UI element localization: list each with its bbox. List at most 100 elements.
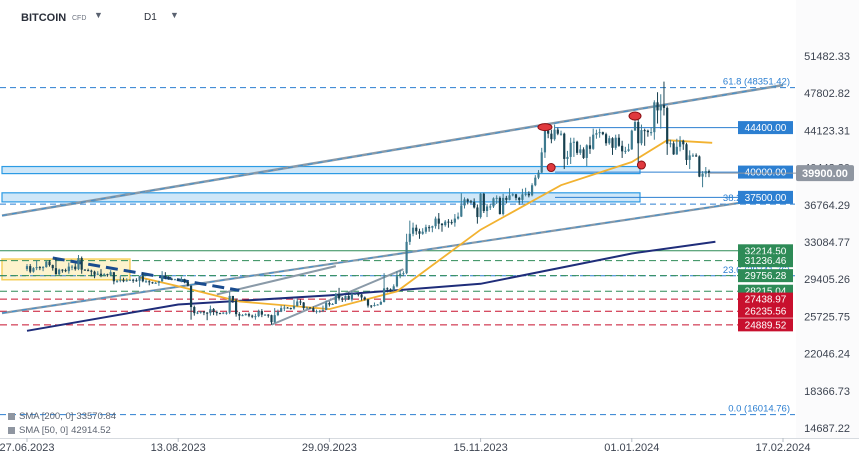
candle-body (331, 304, 334, 306)
time-tick-label: 01.01.2024 (604, 442, 659, 454)
candle-body (537, 172, 540, 178)
candle-body (96, 273, 99, 275)
candle-body (553, 129, 556, 140)
candle-body (296, 301, 299, 307)
key-level-badge-text: 44400.00 (745, 123, 787, 134)
candle-body (128, 279, 132, 281)
candle-body (177, 279, 180, 281)
symbol-name[interactable]: BITCOIN (21, 12, 67, 24)
candle-body (543, 130, 547, 153)
candle-body (411, 227, 415, 234)
pivot-marker (628, 111, 642, 121)
pivot-marker (546, 163, 556, 173)
candle-body (637, 122, 640, 144)
candle-body (45, 261, 48, 268)
candle-body (527, 193, 530, 196)
candle-body (202, 311, 206, 313)
candle-body (148, 281, 151, 283)
candle-body (186, 281, 189, 286)
chevron-down-icon[interactable]: ▼ (94, 10, 103, 20)
key-level-badge (738, 190, 793, 204)
candle-body (495, 197, 498, 199)
fibonacci-level-label: 0.0 (16014.76) (728, 404, 790, 415)
candle-body (244, 314, 247, 316)
price-tick-label: 14687.22 (804, 423, 850, 435)
candle-body (518, 197, 521, 200)
timeframe-selector[interactable]: D1 (144, 12, 157, 23)
candle-body (672, 143, 675, 155)
candle-body (666, 107, 669, 144)
fibonacci-level-label: 61.8 (48351.42) (723, 77, 790, 88)
candle-body (83, 269, 87, 271)
price-tick-label: 18366.73 (804, 386, 850, 398)
candle-body (611, 138, 614, 148)
candle-body (473, 201, 476, 208)
candle-body (563, 133, 566, 159)
sma-line (26, 240, 716, 332)
legend-value: 33570.84 (76, 411, 117, 422)
candle-body (595, 133, 598, 135)
key-level-badge (738, 318, 793, 332)
candle-body (87, 270, 90, 272)
candle-body (122, 279, 125, 282)
candle-body (70, 266, 74, 268)
candle-body (360, 294, 363, 298)
candle-body (685, 144, 688, 160)
candle-body (447, 221, 450, 223)
candle-body (337, 293, 341, 299)
candle-body (585, 145, 588, 158)
candle-body (456, 216, 460, 219)
candle-body (485, 206, 489, 212)
candle-body (373, 305, 376, 307)
candle-body (389, 289, 392, 291)
candle-body (707, 171, 711, 174)
candle-body (38, 267, 41, 269)
candle-body (370, 305, 373, 307)
candle-body (251, 315, 254, 317)
legend-label: SMA [200, 0] (19, 411, 74, 422)
candle-body (444, 221, 447, 226)
candle-body (608, 138, 611, 144)
candle-body (51, 265, 54, 269)
candle-body (119, 279, 122, 281)
chevron-down-icon[interactable]: ▼ (170, 10, 179, 20)
candle-body (502, 197, 505, 215)
candle-body (260, 311, 263, 315)
candle-body (598, 132, 601, 134)
legend-sma-50[interactable]: SMA [50, 0] 42914.52 (8, 425, 111, 436)
candle-body (511, 194, 514, 196)
candle-body (254, 316, 257, 318)
candle-body (58, 269, 61, 275)
key-level-badge-text: 31236.46 (745, 256, 787, 267)
candle-body (566, 156, 569, 159)
candle-body (392, 286, 395, 290)
candle-body (267, 314, 270, 316)
instrument-type-label: CFD (72, 15, 87, 22)
candle-body (466, 199, 469, 202)
candle-body (80, 258, 83, 270)
channel-dash-overlay (1, 195, 784, 314)
price-tick-label: 33084.77 (804, 237, 850, 249)
candle-body (280, 308, 283, 312)
candle-body (405, 241, 408, 274)
candle-body (617, 137, 621, 146)
candle-body (164, 275, 167, 278)
candle-body (524, 193, 527, 195)
candle-body (135, 280, 138, 282)
settings-square-icon (8, 427, 15, 434)
candle-body (669, 143, 672, 145)
candle-body (222, 312, 225, 314)
candle-body (530, 185, 534, 196)
candle-body (701, 173, 704, 177)
candle-body (643, 130, 646, 132)
candle-body (386, 288, 389, 290)
candle-body (144, 281, 148, 283)
candle-body (206, 312, 209, 314)
candle-body (103, 274, 106, 276)
candle-body (231, 295, 234, 301)
candle-body (440, 223, 444, 226)
legend-sma-200[interactable]: SMA [200, 0] 33570.84 (8, 411, 116, 422)
candle-body (582, 149, 585, 158)
candle-body (569, 142, 572, 157)
